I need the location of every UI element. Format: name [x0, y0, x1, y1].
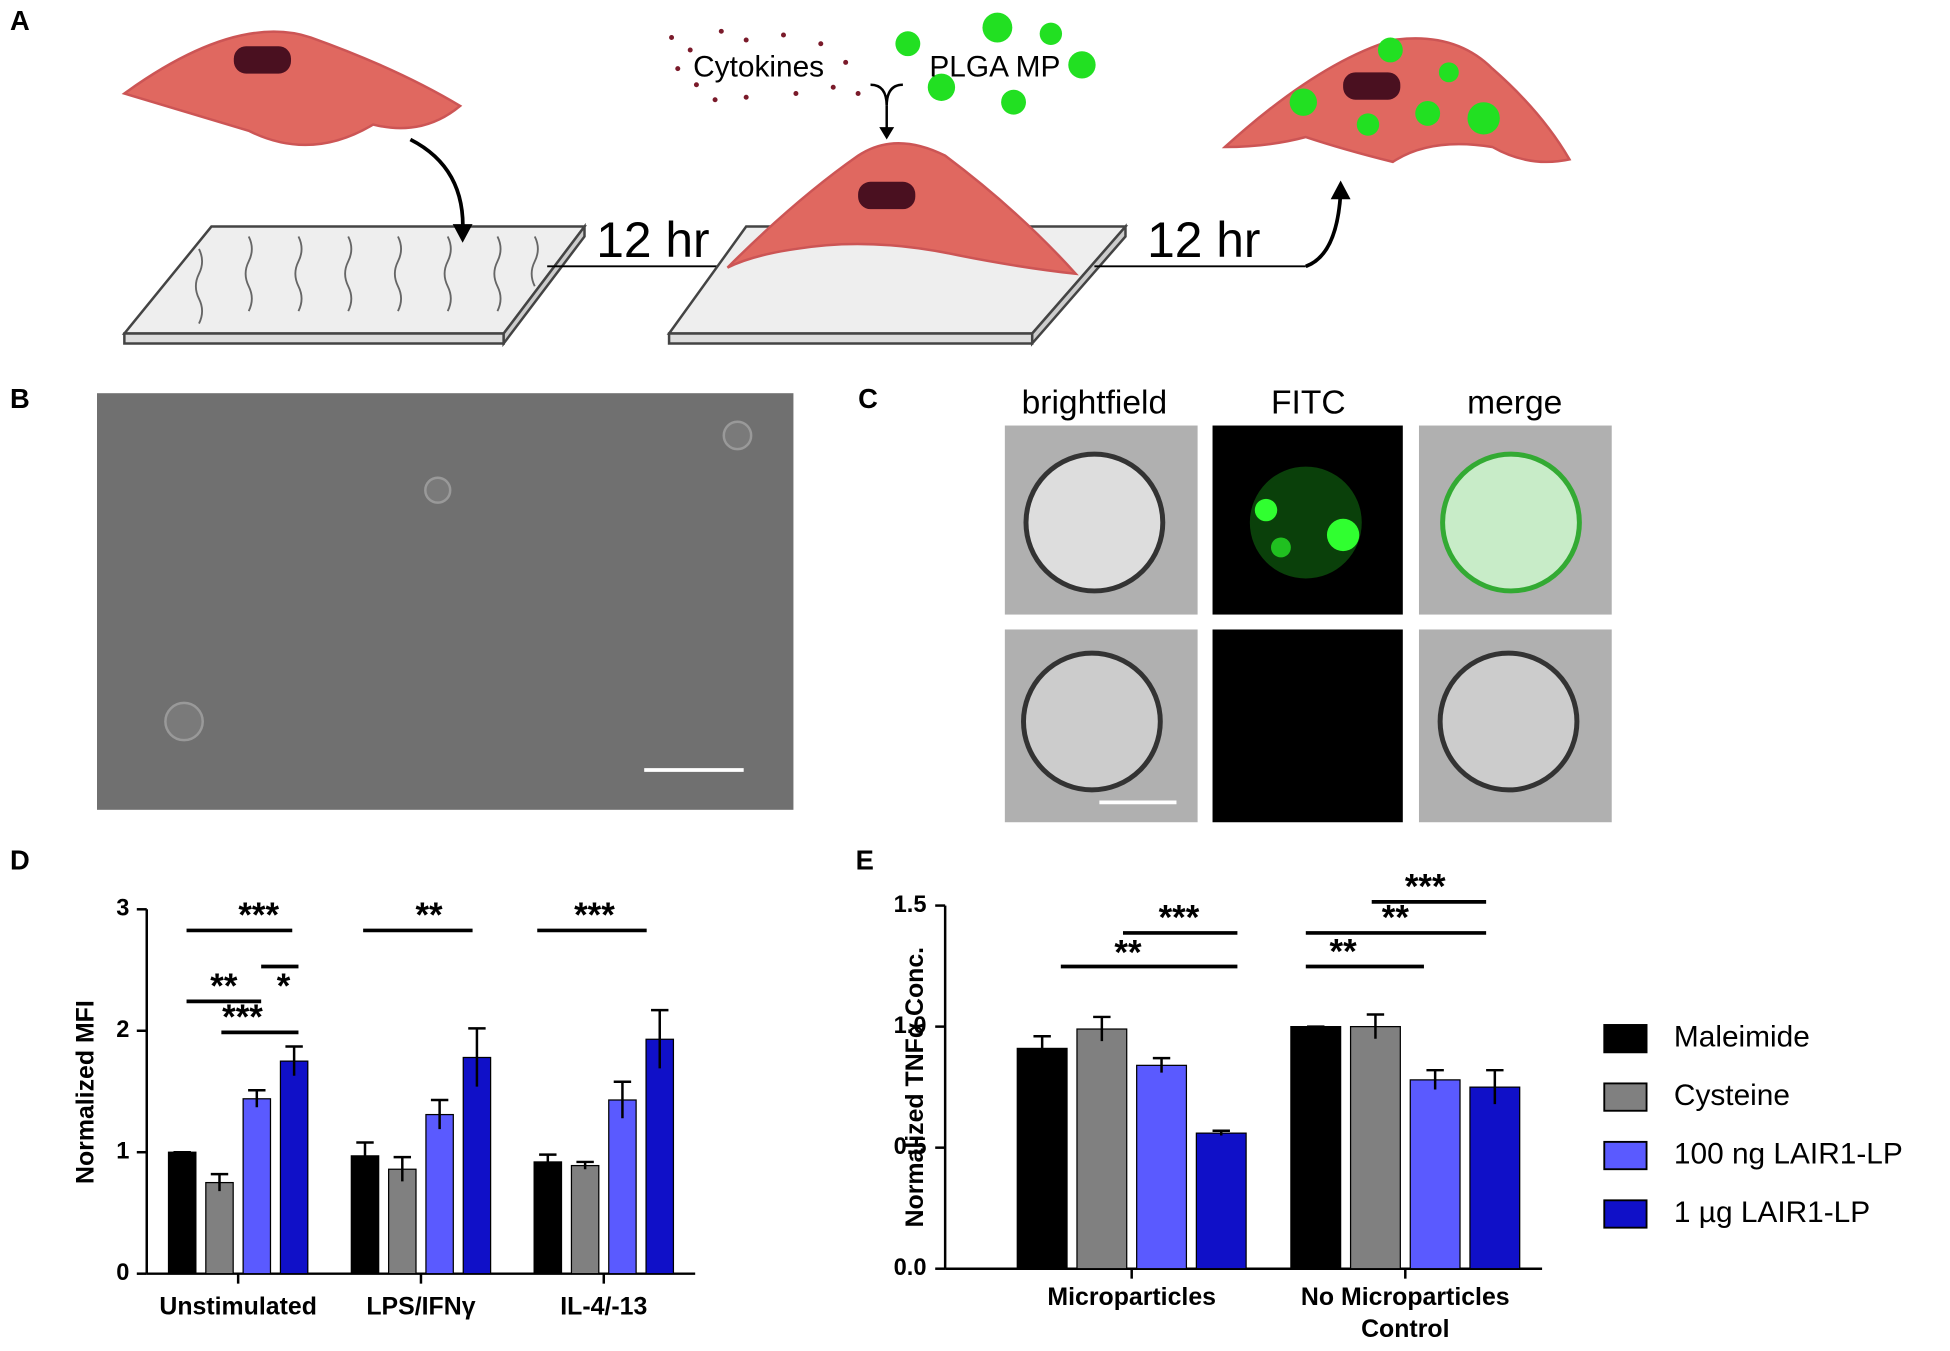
error-bar — [576, 1160, 594, 1170]
bar — [167, 1151, 197, 1275]
column-label: FITC — [1271, 384, 1346, 421]
y-tick-label: 1 — [116, 1138, 129, 1164]
bar — [462, 1056, 492, 1275]
bar — [205, 1181, 234, 1275]
plga-label: PLGA MP — [929, 50, 1060, 83]
error-bar — [539, 1153, 557, 1170]
significance: ** — [1330, 932, 1358, 971]
x-tick-label-box: No Microparticles Control — [1300, 1283, 1510, 1344]
bar — [279, 1060, 309, 1275]
panel-label: E — [856, 844, 874, 875]
x-tick-label: No Microparticles Control — [1300, 1283, 1510, 1344]
significance: ** — [1382, 899, 1410, 938]
legend-label: Cysteine — [1674, 1079, 1790, 1112]
legend-swatch — [1603, 1140, 1648, 1171]
bar — [570, 1164, 600, 1275]
error-bar — [210, 1172, 229, 1192]
bar — [350, 1155, 380, 1275]
bar — [608, 1099, 637, 1275]
x-tick-label: Microparticles — [1047, 1283, 1217, 1311]
bar — [645, 1038, 675, 1275]
bar — [1136, 1064, 1188, 1270]
step-label: 12 hr — [596, 212, 709, 268]
panel-label: B — [10, 383, 30, 414]
y-tick-label: 2 — [116, 1017, 129, 1043]
significance: * — [277, 967, 291, 1006]
significance: ** — [415, 896, 443, 935]
error-bar — [248, 1089, 266, 1108]
legend-label: 1 µg LAIR1-LP — [1674, 1196, 1870, 1229]
legend-swatch — [1603, 1199, 1648, 1229]
significance: *** — [1159, 899, 1200, 938]
bar — [1349, 1025, 1401, 1270]
y-tick-label: 1.0 — [894, 1013, 927, 1039]
schematic: 12 hr Cytokines PLGA MP 12 hr — [121, 12, 1572, 348]
column-label: merge — [1467, 384, 1562, 421]
error-bar — [1033, 1035, 1051, 1061]
cytokines-label: Cytokines — [693, 50, 824, 83]
x-tick-label-box: Unstimulated — [159, 1293, 317, 1321]
y-tick-label: 0.5 — [894, 1134, 927, 1160]
bar — [425, 1113, 454, 1275]
y-tick-label: 1.5 — [894, 892, 927, 918]
y-tick-label: 0.0 — [894, 1255, 927, 1281]
error-bar — [1212, 1129, 1230, 1136]
error-bar — [1152, 1056, 1171, 1073]
significance: *** — [238, 896, 279, 935]
panel-label: A — [10, 5, 30, 36]
error-bar — [393, 1155, 412, 1182]
error-bar — [1366, 1013, 1385, 1039]
significance: *** — [574, 896, 615, 935]
legend-swatch — [1603, 1082, 1648, 1112]
panel-label: C — [858, 383, 878, 414]
bar — [1469, 1086, 1521, 1270]
bar — [388, 1168, 417, 1275]
legend-swatch — [1603, 1024, 1648, 1054]
significance: ** — [1114, 934, 1142, 973]
step-label: 12 hr — [1147, 212, 1260, 268]
significance: *** — [1405, 868, 1446, 907]
y-tick-label: 3 — [116, 896, 129, 922]
sem-image — [97, 393, 794, 810]
microscopy: brightfield FITC merge — [1004, 384, 1612, 823]
bar — [1195, 1132, 1247, 1270]
bar — [1290, 1025, 1342, 1270]
x-tick-label: Unstimulated — [159, 1293, 317, 1321]
bar — [242, 1098, 272, 1275]
y-axis-label: Normalized TNFα Conc. — [901, 947, 929, 1227]
legend-label: Maleimide — [1674, 1021, 1810, 1054]
error-bar — [651, 1008, 669, 1069]
x-tick-label-box: IL-4/-13 — [560, 1293, 648, 1321]
x-tick-label-box: LPS/IFNγ — [366, 1293, 476, 1321]
error-bar — [1486, 1068, 1504, 1105]
error-bar — [468, 1027, 486, 1087]
panel-label: D — [10, 844, 30, 875]
error-bar — [430, 1098, 449, 1130]
error-bar — [613, 1080, 632, 1119]
x-tick-label: LPS/IFNγ — [366, 1293, 476, 1321]
bar — [1409, 1079, 1461, 1270]
significance: ** — [210, 967, 238, 1006]
error-bar — [356, 1141, 374, 1170]
bar — [533, 1161, 563, 1275]
column-label: brightfield — [1022, 384, 1168, 421]
x-tick-label-box: Microparticles — [1047, 1283, 1217, 1311]
legend-label: 100 ng LAIR1-LP — [1674, 1137, 1903, 1170]
y-tick-label: 0 — [116, 1260, 129, 1286]
bar — [1016, 1047, 1068, 1270]
error-bar — [1426, 1068, 1444, 1090]
bar — [1076, 1028, 1128, 1270]
y-axis-label: Normalized MFI — [72, 1000, 100, 1184]
x-tick-label: IL-4/-13 — [560, 1293, 648, 1321]
error-bar — [285, 1045, 303, 1076]
significance: *** — [222, 998, 263, 1037]
error-bar — [1093, 1015, 1111, 1042]
